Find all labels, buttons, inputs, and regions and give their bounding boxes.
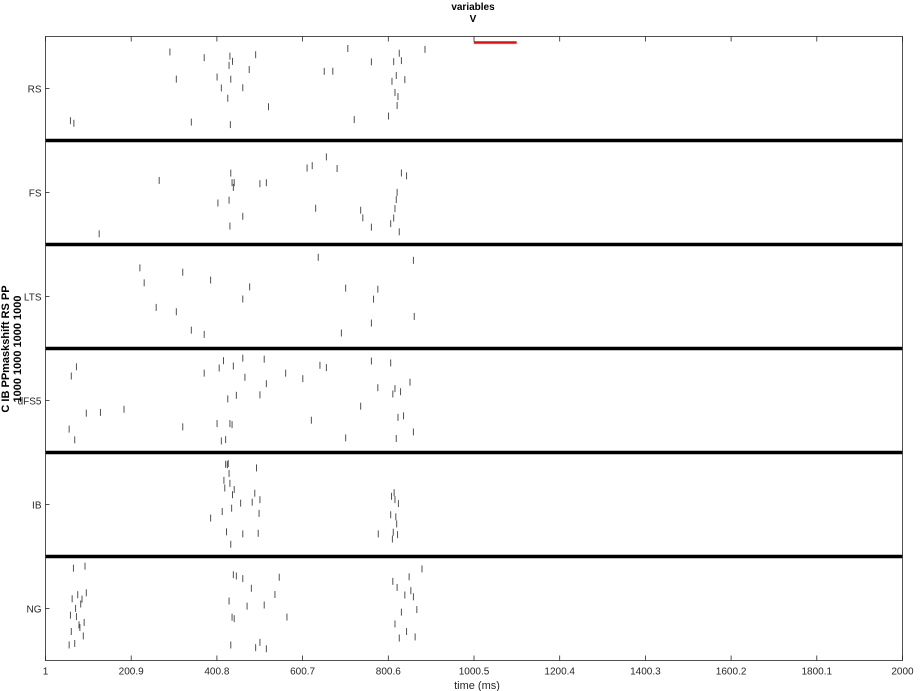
x-tick-label: 1000.5 bbox=[459, 667, 490, 678]
y-axis-label-line-1: C IB PPmaskshift RS PP bbox=[0, 285, 12, 412]
x-tick-label: 1800.1 bbox=[802, 667, 833, 678]
population-label-ng: NG bbox=[27, 605, 42, 616]
chart-title-line-2: V bbox=[469, 14, 477, 25]
x-tick-label: 1600.2 bbox=[716, 667, 747, 678]
y-axis-label: C IB PPmaskshift RS PP 1000 1000 1000 10… bbox=[0, 285, 24, 412]
population-separators bbox=[45, 138, 903, 559]
population-label-rs: RS bbox=[28, 85, 42, 96]
spike-marks bbox=[68, 44, 426, 653]
x-tick-label: 1200.4 bbox=[544, 667, 575, 678]
x-tick-label: 2000 bbox=[891, 667, 914, 678]
y-tick-labels: RS FS LTS dFS5 IB NG bbox=[18, 85, 50, 616]
x-tick-label: 400.8 bbox=[204, 667, 229, 678]
x-axis-label: time (ms) bbox=[454, 680, 500, 691]
population-label-fs: FS bbox=[29, 189, 42, 200]
chart-title-line-1: variables bbox=[451, 2, 495, 13]
x-tick-label: 1400.3 bbox=[630, 667, 661, 678]
x-tick-label: 1 bbox=[43, 667, 49, 678]
population-label-ib: IB bbox=[32, 501, 42, 512]
x-tick-label: 800.6 bbox=[376, 667, 401, 678]
y-axis-label-line-2: 1000 1000 1000 1000 bbox=[12, 295, 24, 402]
x-tick-label: 200.9 bbox=[119, 667, 144, 678]
population-label-lts: LTS bbox=[24, 293, 42, 304]
x-tick-labels: 1 200.9 400.8 600.7 800.6 1000.5 1200.4 1400.3 1… bbox=[43, 36, 914, 678]
x-tick-label: 600.7 bbox=[290, 667, 315, 678]
population-label-dfs5: dFS5 bbox=[18, 397, 42, 408]
